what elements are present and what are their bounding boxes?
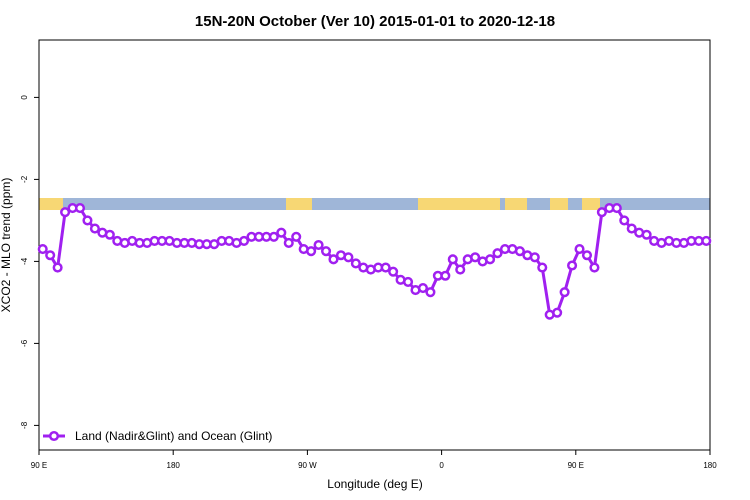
point (350, 258, 361, 269)
point (37, 244, 48, 255)
point (313, 239, 324, 251)
point (529, 252, 540, 263)
x-tick-label: 90 E (31, 461, 47, 470)
land-strip (39, 198, 63, 210)
point (417, 283, 429, 294)
point (559, 287, 570, 298)
y-tick-label: -2 (20, 175, 29, 183)
point (45, 250, 56, 261)
x-tick-label: 180 (167, 461, 181, 470)
point (596, 207, 607, 218)
point (380, 262, 391, 273)
land-strip (582, 198, 600, 210)
point (60, 207, 71, 218)
point (82, 215, 93, 226)
point (320, 246, 332, 257)
chart-title: 15N-20N October (Ver 10) 2015-01-01 to 2… (195, 13, 555, 30)
point (343, 252, 354, 263)
land-strip (418, 198, 500, 210)
point (626, 223, 637, 234)
y-tick-label: -6 (20, 339, 29, 347)
point (567, 260, 578, 271)
point (619, 215, 630, 226)
point (291, 231, 302, 242)
series-line (41, 206, 707, 317)
point (276, 227, 287, 238)
point (283, 237, 294, 248)
point (574, 244, 585, 255)
y-tick-label: 0 (20, 95, 29, 100)
point (403, 276, 414, 287)
point (74, 203, 86, 214)
point (238, 235, 250, 246)
point (485, 254, 496, 265)
plot-frame (38, 39, 711, 451)
point (268, 231, 279, 242)
x-tick-label: 90 W (298, 461, 317, 470)
legend-marker (48, 430, 60, 442)
y-tick-label: -8 (20, 421, 29, 429)
land-strip (505, 198, 527, 210)
point (581, 250, 593, 261)
point (52, 262, 63, 273)
map-strip (39, 198, 710, 210)
x-tick-label: 180 (703, 461, 717, 470)
point (701, 235, 712, 246)
point (328, 254, 339, 265)
land-strip (550, 198, 568, 210)
point (514, 246, 525, 257)
point (611, 203, 622, 214)
point (492, 248, 503, 259)
point (537, 262, 548, 273)
x-axis-label: Longitude (deg E) (327, 477, 422, 491)
point (589, 262, 600, 273)
ocean-strip (39, 198, 710, 210)
point (306, 246, 317, 257)
point (552, 307, 563, 318)
legend-label: Land (Nadir&Glint) and Ocean (Glint) (75, 429, 272, 443)
point (641, 229, 652, 240)
y-tick-label: -4 (20, 257, 29, 265)
point (104, 229, 115, 240)
point (470, 252, 481, 263)
point (455, 264, 466, 275)
x-tick-label: 0 (439, 461, 444, 470)
point (440, 270, 451, 281)
point (89, 223, 100, 234)
x-tick-label: 90 E (568, 461, 584, 470)
y-axis-label: XCO2 - MLO trend (ppm) (0, 178, 13, 313)
land-strip (286, 198, 312, 210)
point (388, 266, 399, 277)
point (425, 287, 436, 298)
point (447, 254, 458, 265)
